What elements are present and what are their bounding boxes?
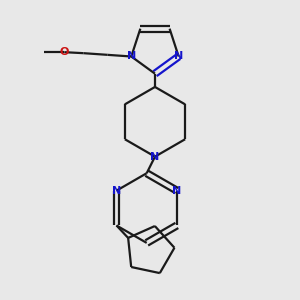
- Text: N: N: [172, 186, 182, 196]
- Text: N: N: [150, 152, 160, 162]
- Text: N: N: [174, 52, 183, 61]
- Text: N: N: [112, 186, 121, 196]
- Text: O: O: [60, 47, 69, 57]
- Text: N: N: [127, 52, 136, 61]
